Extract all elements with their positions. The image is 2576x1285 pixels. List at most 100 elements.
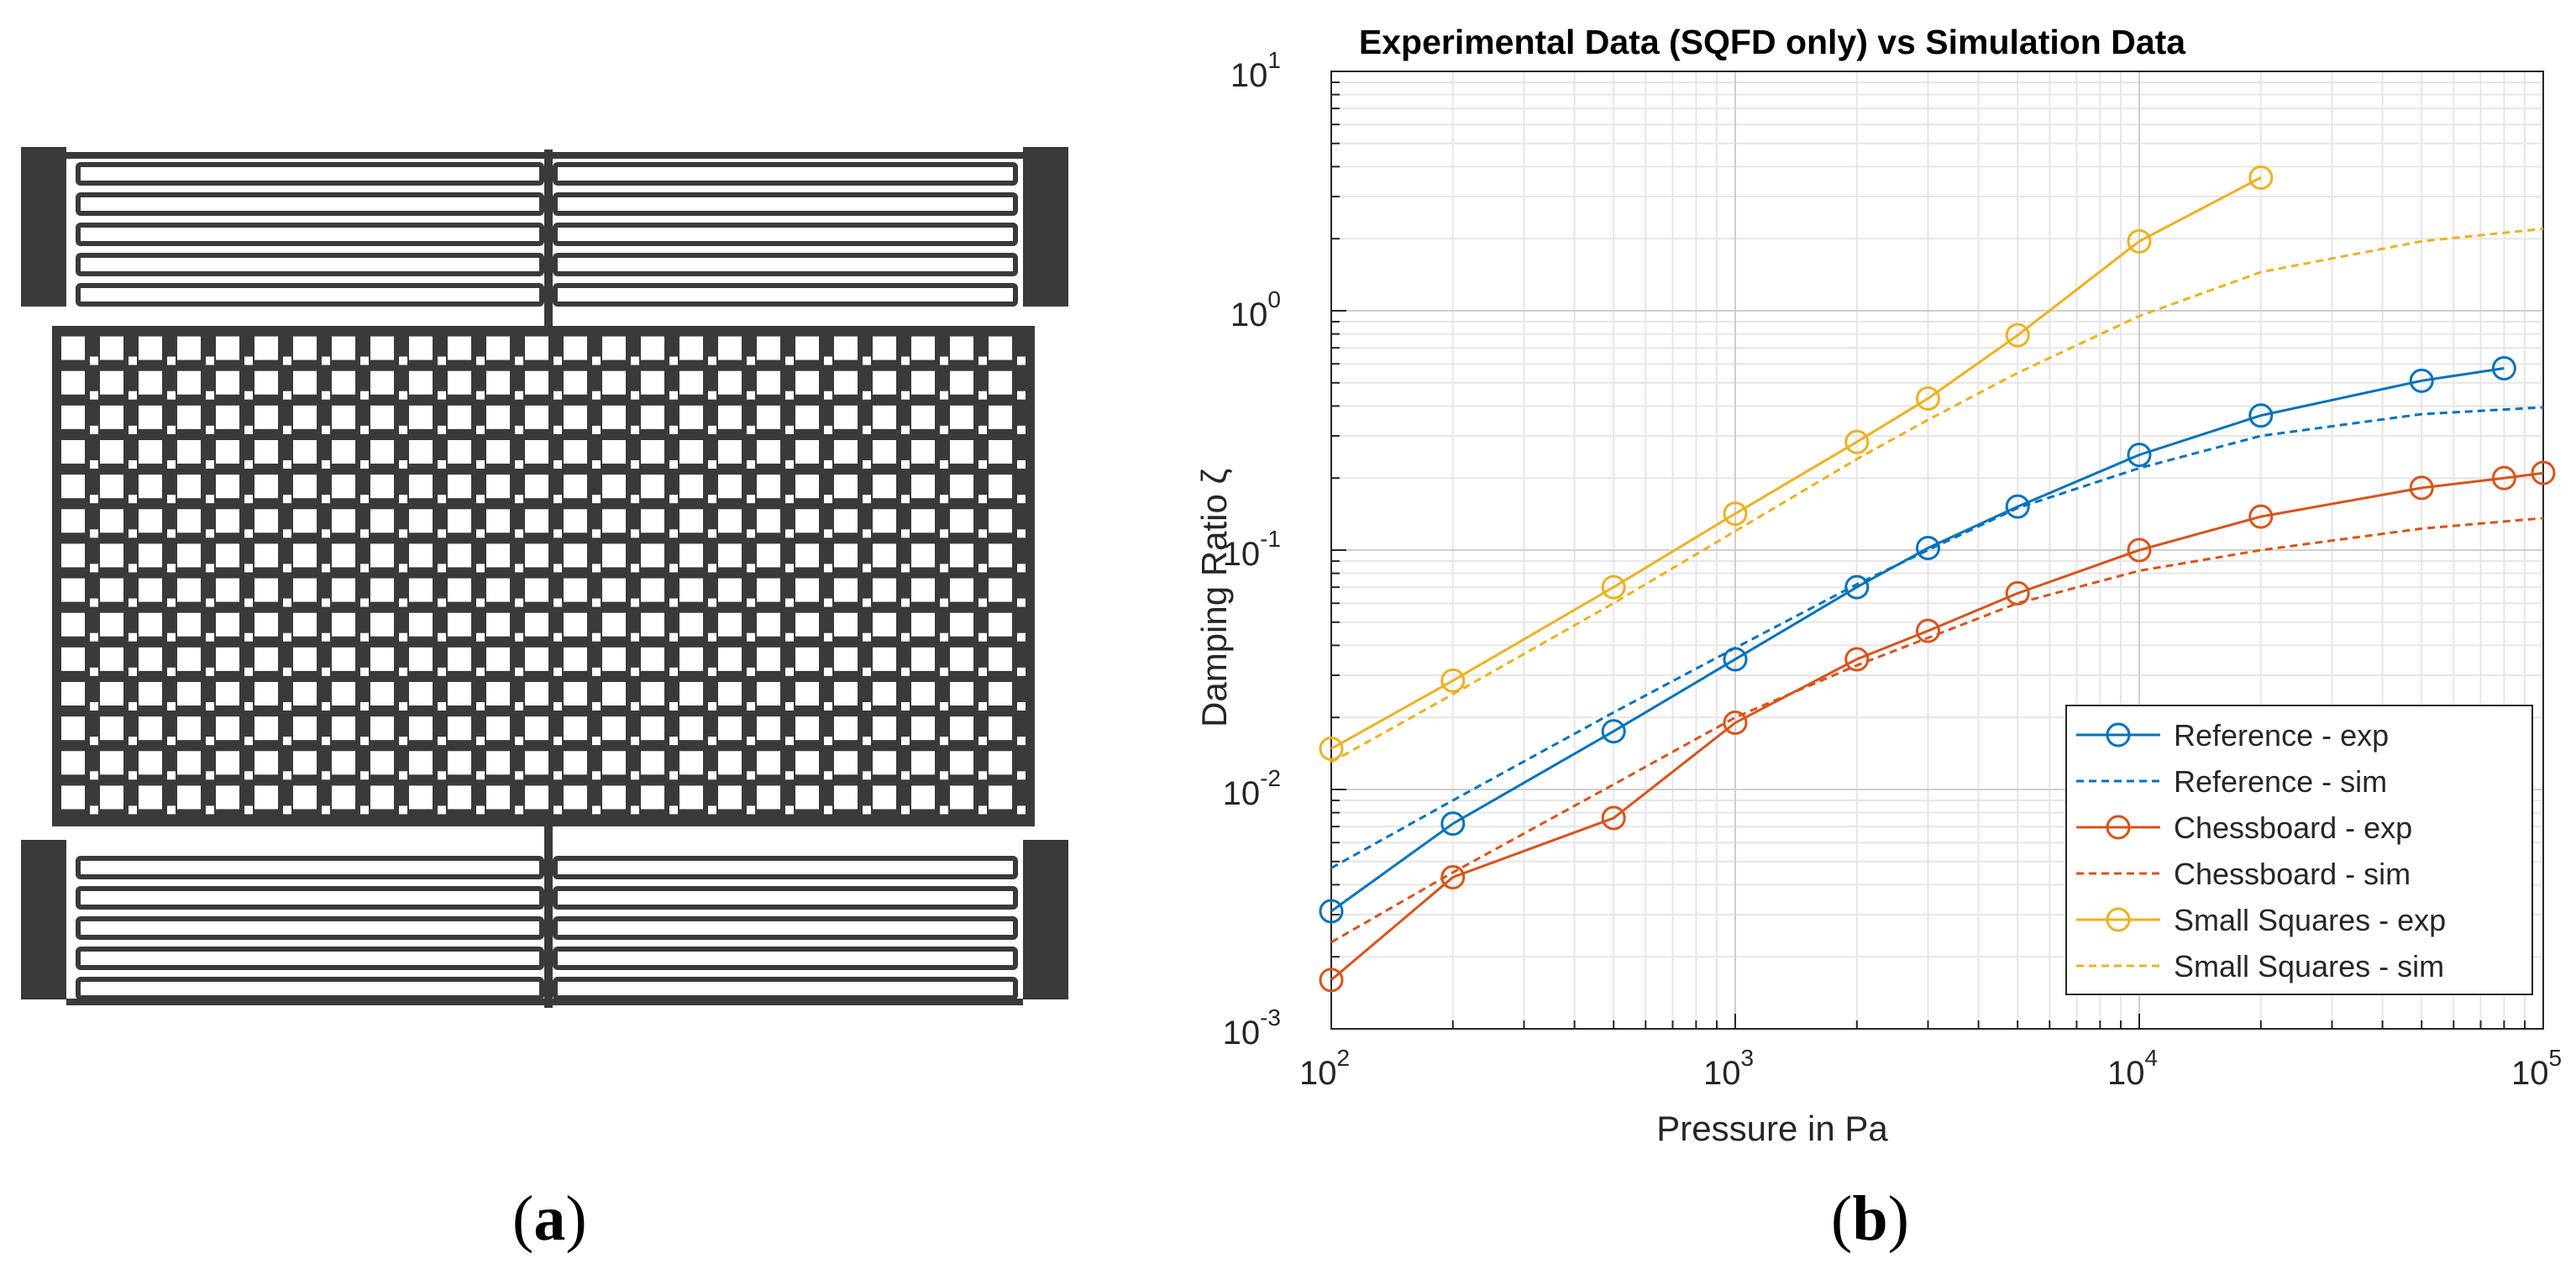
perforation-hole-small (206, 667, 214, 676)
perforation-hole (641, 543, 664, 568)
perforation-hole (873, 475, 896, 499)
perforation-hole (989, 785, 1012, 810)
perforation-hole (679, 682, 703, 705)
data-point (2127, 228, 2152, 254)
perforation-hole-small (360, 667, 369, 676)
perforation-hole-small (669, 805, 678, 815)
perforation-hole-small (978, 805, 987, 815)
perforation-hole-small (283, 495, 291, 504)
perforation-hole-small (940, 632, 948, 642)
perforation-hole-small (129, 771, 137, 780)
perforation-hole (525, 440, 548, 464)
perforation-hole (602, 405, 626, 429)
perforation-hole-small (785, 425, 794, 434)
perforation-hole-small (244, 460, 253, 469)
perforation-hole (100, 405, 123, 429)
perforation-hole-small (322, 495, 330, 504)
perforation-hole-small (167, 495, 176, 504)
perforation-hole-small (708, 425, 716, 434)
perforation-hole (679, 785, 703, 810)
perforation-hole-small (515, 529, 523, 538)
x-tick-exponent: 5 (2548, 1045, 2562, 1071)
perforation-hole-small (901, 356, 910, 365)
perforation-hole (873, 405, 896, 429)
perforation-hole (216, 543, 239, 568)
perforation-hole-small (747, 425, 755, 434)
perforation-hole-small (708, 529, 716, 538)
perforation-hole (525, 682, 548, 705)
perforation-hole-small (708, 391, 716, 400)
perforation-hole (718, 543, 742, 568)
perforation-hole-small (1017, 391, 1026, 400)
perforation-hole-small (824, 805, 832, 815)
perforation-hole (834, 647, 858, 671)
perforation-hole (989, 405, 1012, 429)
perforation-hole (757, 336, 780, 360)
perforation-hole (61, 336, 85, 360)
legend-entry: Small Squares - exp (2174, 903, 2446, 937)
perforation-hole (332, 682, 355, 705)
perforation-hole (679, 475, 703, 499)
perforation-hole (254, 509, 278, 533)
data-point (1723, 711, 1748, 736)
perforation-hole-small (399, 805, 407, 815)
perforation-hole-small (476, 805, 485, 815)
perforation-hole (409, 751, 433, 775)
perforation-hole (564, 543, 587, 568)
perforation-hole (177, 612, 201, 637)
perforation-hole-small (322, 356, 330, 365)
perforation-hole (332, 716, 355, 741)
perforation-hole (293, 440, 317, 464)
perforation-hole (950, 785, 973, 810)
perforation-hole (100, 647, 123, 671)
perforation-hole (486, 682, 510, 705)
perforation-hole-small (785, 598, 794, 607)
perforation-hole-small (901, 771, 910, 780)
perforation-hole (641, 370, 664, 395)
perforation-hole-small (283, 771, 291, 780)
perforation-hole-small (553, 771, 562, 780)
perforation-hole-small (360, 771, 369, 780)
perforation-hole-small (863, 460, 871, 469)
perforation-hole-small (360, 598, 369, 607)
perforation-hole-small (940, 356, 948, 365)
perforation-hole-small (399, 529, 407, 538)
perforation-hole-small (747, 356, 755, 365)
perforation-hole (293, 751, 317, 775)
perforation-hole-small (553, 425, 562, 434)
perforation-hole-small (438, 391, 446, 400)
perforation-hole (950, 370, 973, 395)
perforation-hole (641, 612, 664, 637)
mems-structure-figure (21, 147, 1068, 1008)
perforation-hole-small (978, 598, 987, 607)
perforation-hole (293, 509, 317, 533)
legend-entry: Small Squares - sim (2174, 949, 2444, 983)
perforation-hole (254, 405, 278, 429)
perforation-hole (795, 578, 819, 602)
perforation-hole-small (1017, 425, 1026, 434)
perforation-hole (641, 751, 664, 775)
perforation-hole-small (244, 632, 253, 642)
perforation-hole (911, 751, 935, 775)
perforation-hole-small (785, 737, 794, 746)
data-point (1844, 574, 1870, 600)
perforation-hole-small (90, 702, 98, 711)
perforation-hole-small (631, 771, 639, 780)
perforation-hole-small (360, 425, 369, 434)
perforation-hole-small (283, 529, 291, 538)
perforation-hole-small (360, 356, 369, 365)
perforation-hole (370, 370, 394, 395)
perforation-hole-small (940, 425, 948, 434)
perforation-hole (950, 475, 973, 499)
perforation-hole-small (515, 356, 523, 365)
perforation-hole-small (515, 805, 523, 815)
perforation-hole-small (1017, 667, 1026, 676)
perforation-hole-small (631, 460, 639, 469)
legend-entry: Chessboard - exp (2174, 810, 2412, 845)
perforation-hole (564, 716, 587, 741)
perforation-hole-small (901, 737, 910, 746)
perforation-hole (370, 612, 394, 637)
perforation-hole (448, 647, 471, 671)
perforation-hole-small (438, 632, 446, 642)
perforation-hole-small (206, 460, 214, 469)
